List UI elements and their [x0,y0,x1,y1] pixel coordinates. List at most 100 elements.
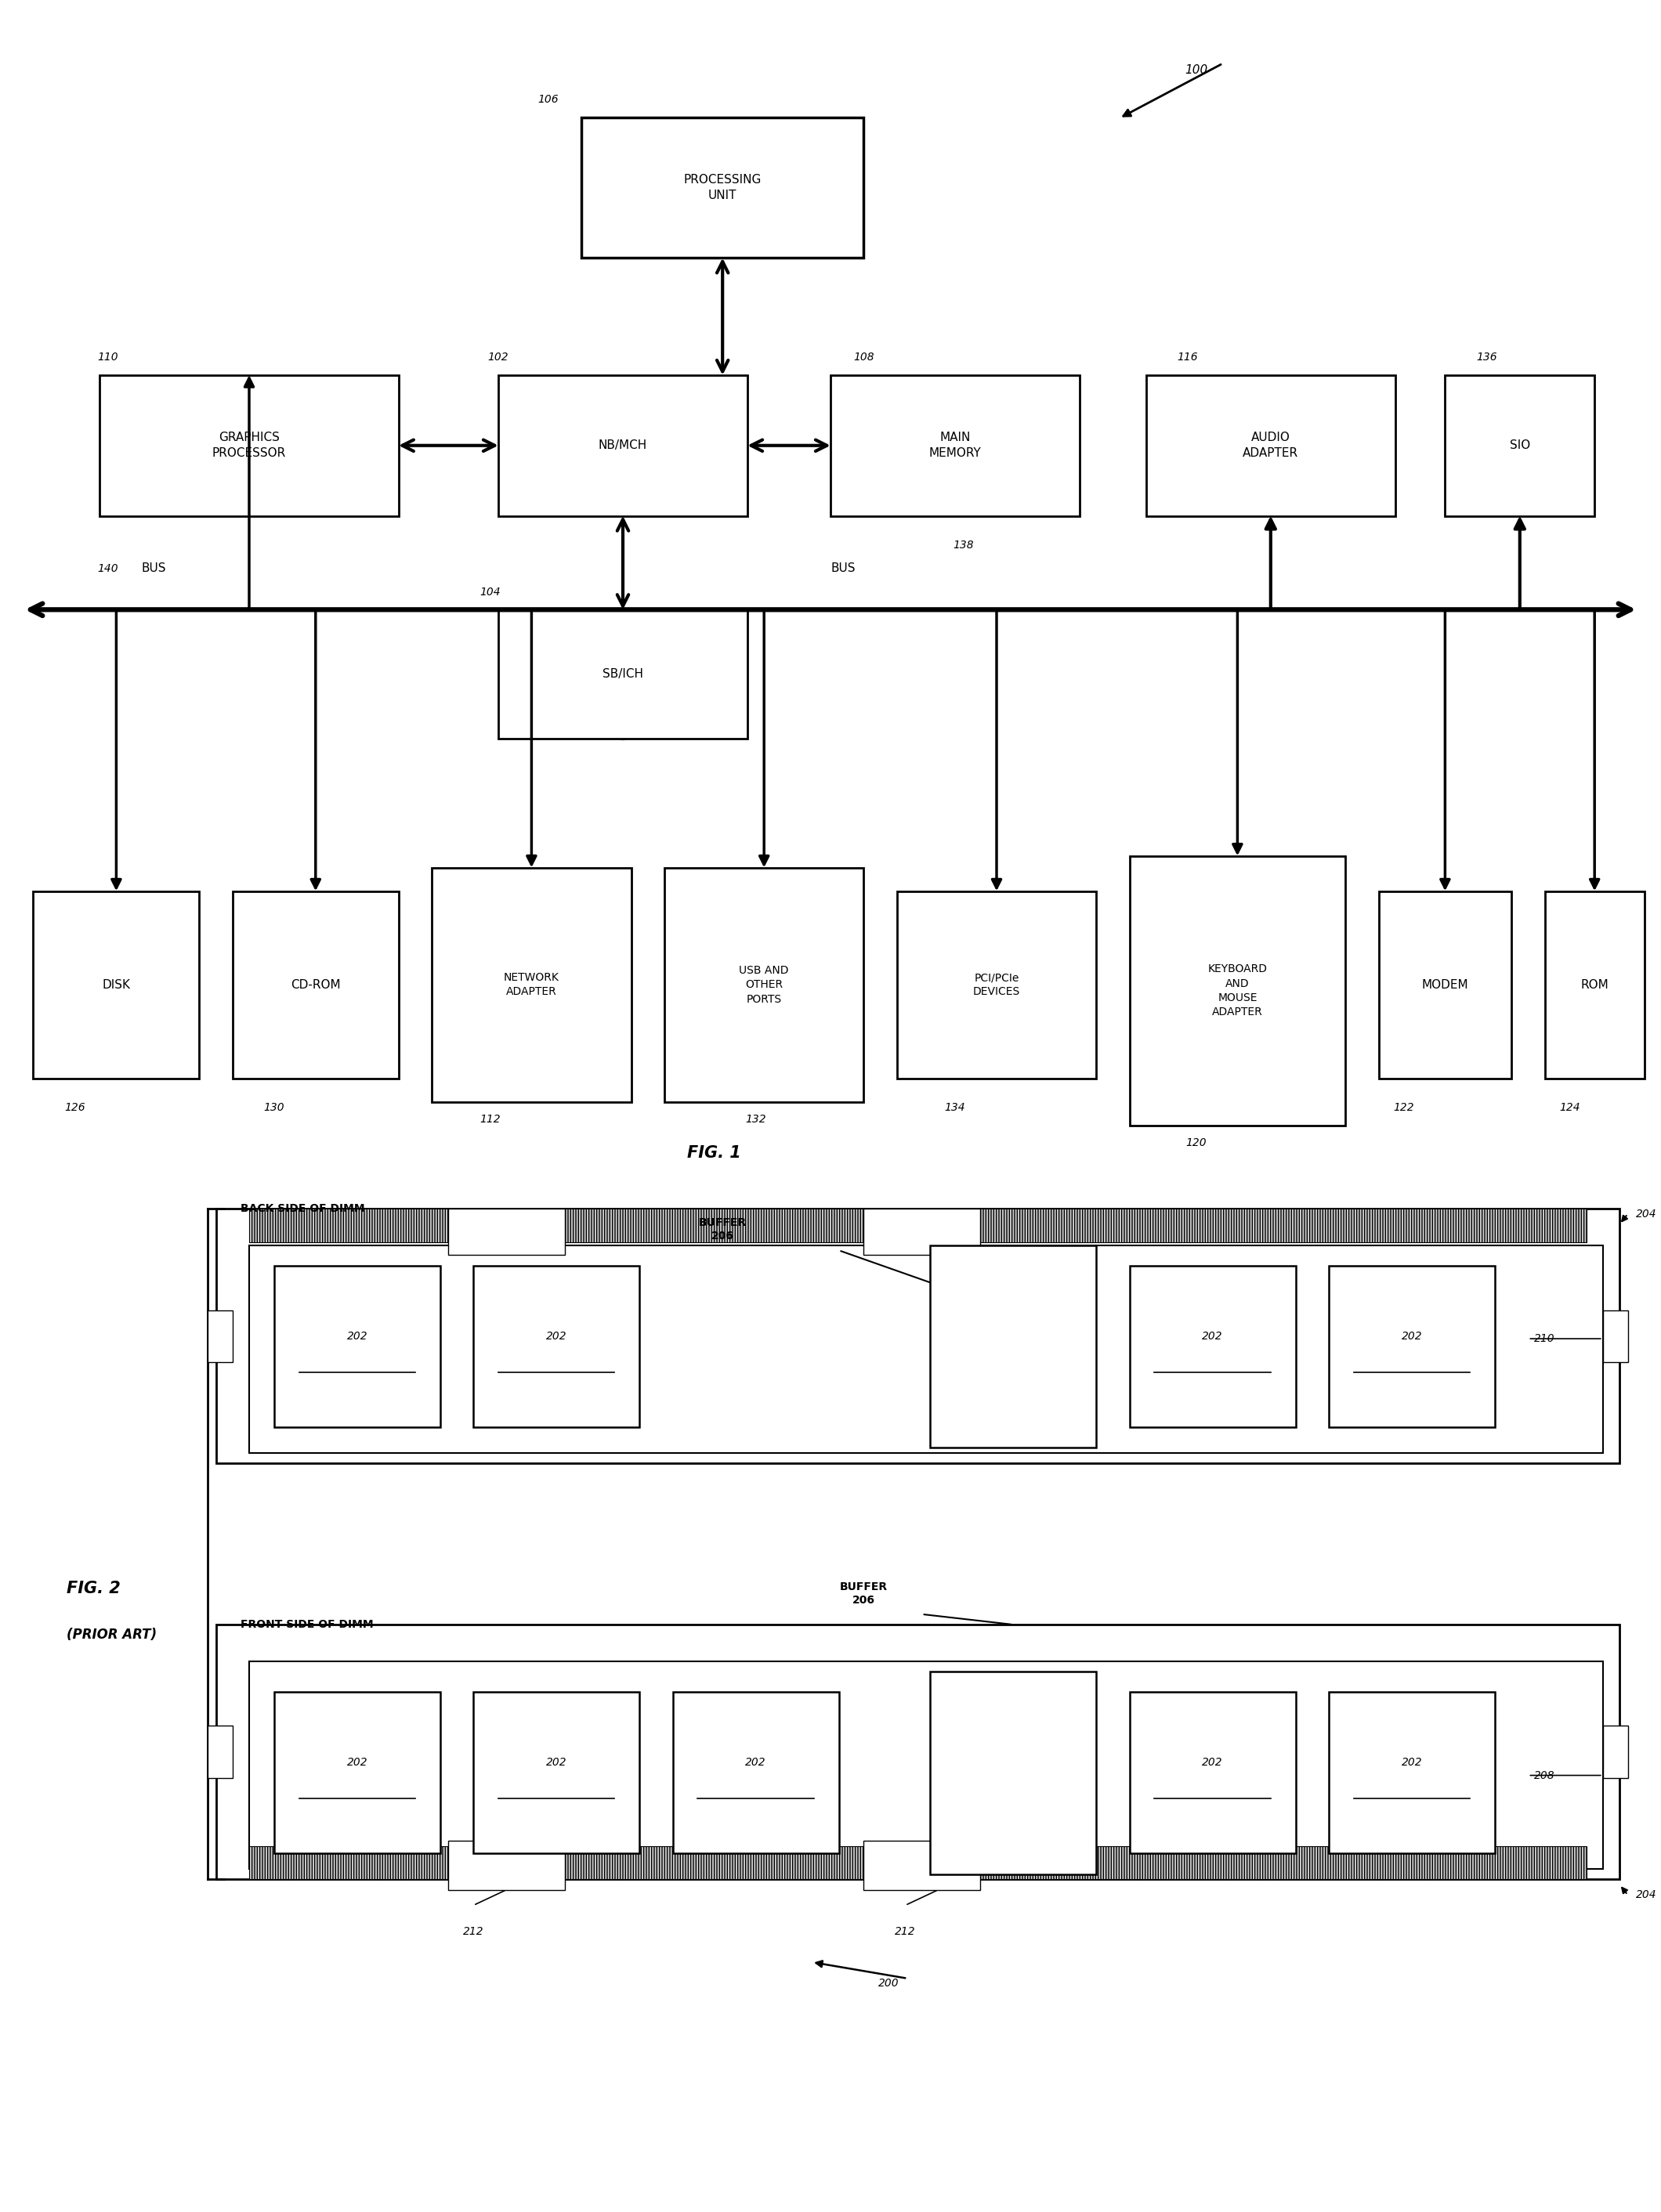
Bar [249,1245,1603,1453]
Bar [864,1840,980,1889]
Text: 106: 106 [538,95,558,106]
Text: NB/MCH: NB/MCH [598,440,648,451]
Bar [473,1265,639,1427]
Text: 138: 138 [953,540,973,551]
Text: 210: 210 [1535,1334,1555,1345]
Bar [216,1208,1619,1464]
Bar [565,1847,864,1880]
Text: 130: 130 [264,1102,284,1113]
Bar [498,376,747,515]
Text: 212: 212 [463,1927,483,1938]
Text: 112: 112 [480,1115,500,1126]
Text: CD-ROM: CD-ROM [291,980,341,991]
Bar [1129,1265,1296,1427]
Bar [1129,856,1345,1126]
Text: BUFFER
206: BUFFER 206 [699,1217,746,1241]
Text: ROM: ROM [1581,980,1608,991]
Text: (PRIOR ART): (PRIOR ART) [66,1628,156,1641]
Text: 132: 132 [746,1115,766,1126]
Bar [980,1847,1586,1880]
Text: MAIN
MEMORY: MAIN MEMORY [928,431,982,460]
Text: 104: 104 [480,586,500,597]
Text: 212: 212 [895,1927,915,1938]
Text: SB/ICH: SB/ICH [603,668,643,679]
Bar [432,867,631,1102]
Bar [1329,1265,1495,1427]
Text: 202: 202 [546,1756,566,1767]
Text: 202: 202 [546,1332,566,1343]
Bar [1603,1725,1628,1778]
Text: 204: 204 [1636,1889,1658,1900]
Text: 202: 202 [1402,1756,1422,1767]
Text: MODEM: MODEM [1422,980,1468,991]
Bar [448,1208,565,1254]
Text: BUS: BUS [141,562,166,575]
Text: 116: 116 [1178,352,1198,363]
Text: 204: 204 [1636,1208,1658,1219]
Text: 202: 202 [1203,1756,1222,1767]
Bar [448,1840,565,1889]
Text: 102: 102 [488,352,508,363]
Text: BACK SIDE OF DIMM: BACK SIDE OF DIMM [241,1203,365,1214]
Text: 100: 100 [1184,64,1208,75]
Bar [1329,1692,1495,1854]
Bar [1146,376,1395,515]
Text: 140: 140 [98,564,118,575]
Text: KEYBOARD
AND
MOUSE
ADAPTER: KEYBOARD AND MOUSE ADAPTER [1208,964,1267,1018]
Bar [1129,1692,1296,1854]
Text: 124: 124 [1560,1102,1580,1113]
Text: FRONT SIDE OF DIMM: FRONT SIDE OF DIMM [241,1619,374,1630]
Bar [1379,891,1512,1079]
Bar [274,1265,440,1427]
Text: 208: 208 [1535,1770,1555,1781]
Text: 122: 122 [1394,1102,1414,1113]
Text: 202: 202 [1203,1332,1222,1343]
Text: AUDIO
ADAPTER: AUDIO ADAPTER [1242,431,1299,460]
Text: PCI/PCIe
DEVICES: PCI/PCIe DEVICES [973,971,1020,998]
Bar [1545,891,1644,1079]
Text: USB AND
OTHER
PORTS: USB AND OTHER PORTS [739,964,789,1004]
Bar [980,1208,1586,1241]
Bar [249,1661,1603,1869]
Bar [673,1692,839,1854]
Text: BUFFER
206: BUFFER 206 [840,1582,887,1606]
Bar [1445,376,1595,515]
Bar [930,1245,1096,1449]
Text: 136: 136 [1477,352,1497,363]
Text: 110: 110 [98,352,118,363]
Bar [1603,1310,1628,1363]
Bar [897,891,1096,1079]
Text: GRAPHICS
PROCESSOR: GRAPHICS PROCESSOR [213,431,286,460]
Bar [864,1208,980,1254]
Text: 202: 202 [347,1756,367,1767]
Text: SIO: SIO [1510,440,1530,451]
Text: DISK: DISK [103,980,130,991]
Bar [274,1692,440,1854]
Bar [100,376,399,515]
Text: 200: 200 [879,1978,899,1989]
Text: PROCESSING
UNIT: PROCESSING UNIT [684,175,761,201]
Bar [233,891,399,1079]
Bar [498,611,747,739]
Text: 120: 120 [1186,1137,1206,1148]
Bar [249,1208,448,1241]
Text: FIG. 1: FIG. 1 [688,1146,741,1161]
Text: 126: 126 [65,1102,85,1113]
Text: FIG. 2: FIG. 2 [66,1579,120,1597]
Bar [249,1847,448,1880]
Bar [473,1692,639,1854]
Text: 134: 134 [945,1102,965,1113]
Bar [581,117,864,259]
Text: 202: 202 [347,1332,367,1343]
Text: NETWORK
ADAPTER: NETWORK ADAPTER [503,971,560,998]
Text: BUS: BUS [830,562,855,575]
Bar [208,1310,233,1363]
Text: 202: 202 [1402,1332,1422,1343]
Bar [216,1624,1619,1880]
Bar [208,1725,233,1778]
Bar [930,1672,1096,1874]
Text: 202: 202 [746,1756,766,1767]
Bar [33,891,199,1079]
Bar [830,376,1080,515]
Bar [565,1208,864,1241]
